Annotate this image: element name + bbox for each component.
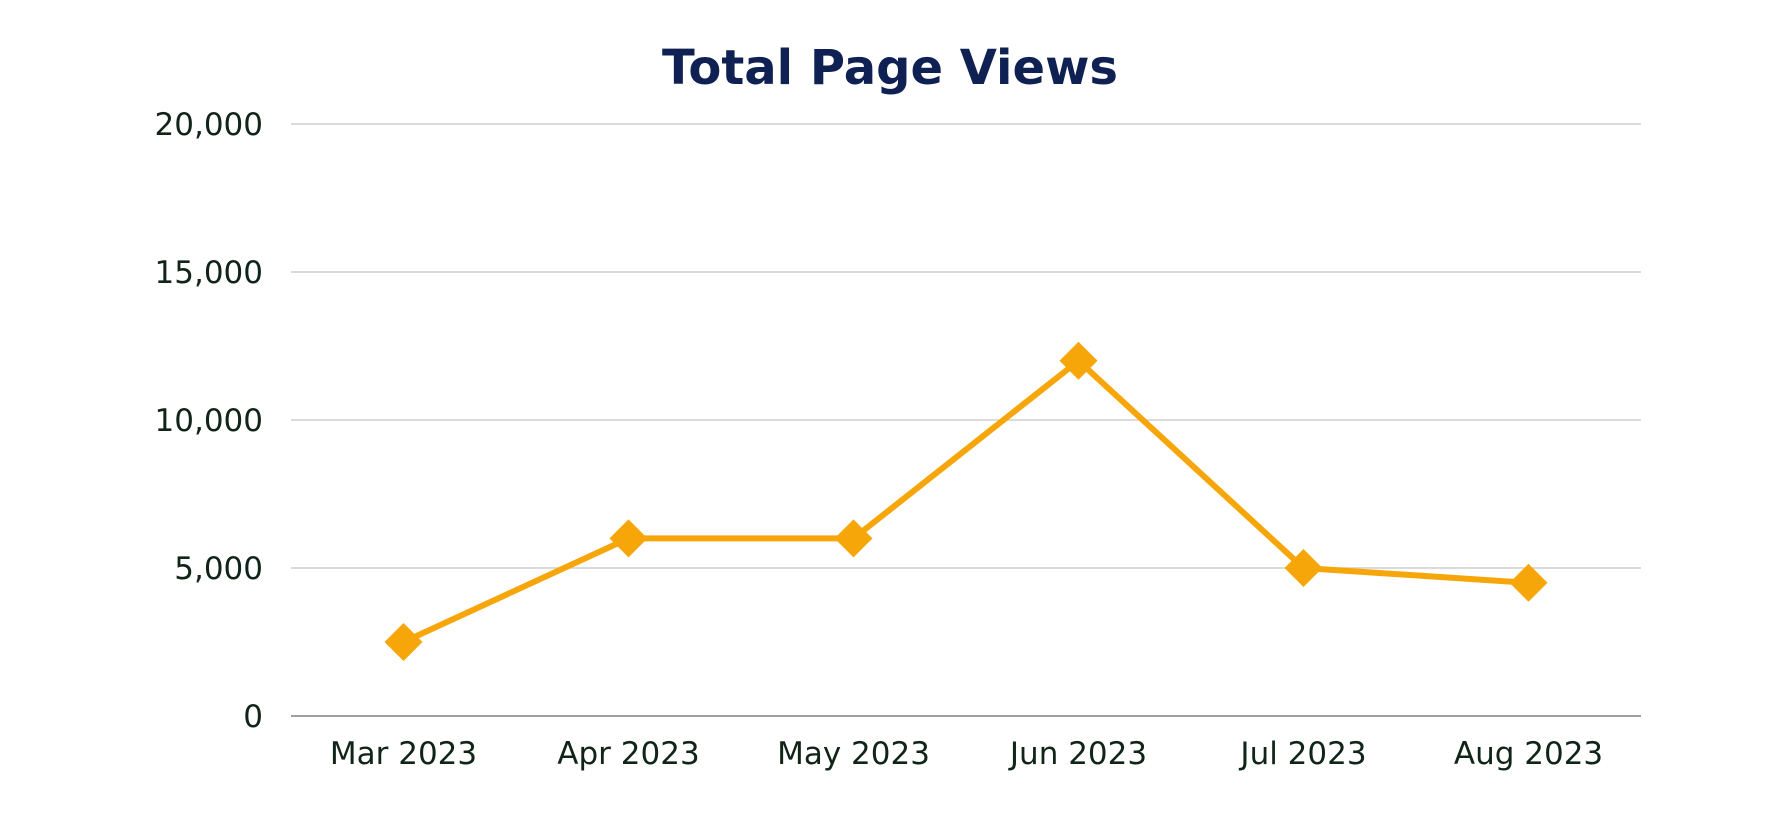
x-axis-tick-labels: Mar 2023 Apr 2023 May 2023 Jun 2023 Jul 2023… xyxy=(330,736,1603,772)
gridlines xyxy=(291,123,1641,569)
data-point-marker xyxy=(609,519,648,558)
x-tick-label: May 2023 xyxy=(777,736,930,772)
x-tick-label: Aug 2023 xyxy=(1454,736,1603,772)
data-point-marker xyxy=(1059,341,1098,380)
data-point-marker xyxy=(384,623,423,661)
x-tick-label: Mar 2023 xyxy=(330,736,477,772)
y-tick-label: 10,000 xyxy=(155,403,263,439)
data-point-marker xyxy=(834,519,873,558)
data-point-marker xyxy=(1284,549,1323,587)
x-tick-label: Jul 2023 xyxy=(1238,736,1366,772)
y-tick-label: 0 xyxy=(243,699,263,735)
data-point-marker xyxy=(1509,563,1548,602)
y-axis-tick-labels: 0 5,000 10,000 15,000 20,000 xyxy=(155,107,263,735)
series-line xyxy=(400,357,1532,645)
y-tick-label: 5,000 xyxy=(174,551,263,587)
y-tick-label: 20,000 xyxy=(155,107,263,143)
x-tick-label: Jun 2023 xyxy=(1008,736,1147,772)
chart-title: Total Page Views xyxy=(662,40,1118,96)
y-tick-label: 15,000 xyxy=(155,255,263,291)
series-group xyxy=(384,341,1548,661)
x-tick-label: Apr 2023 xyxy=(557,736,699,772)
